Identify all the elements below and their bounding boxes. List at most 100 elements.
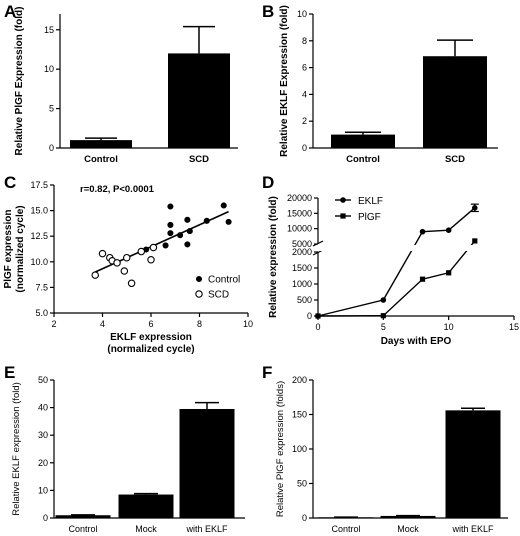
point-eklf xyxy=(380,297,387,303)
x-tick-label: Control xyxy=(68,524,97,534)
x-tick-label: 10 xyxy=(444,322,454,332)
chart-panel-e: 0 10 20 30 40 50 Relative EKLF expression (fol… xyxy=(11,375,245,534)
bar-a-0 xyxy=(70,140,132,148)
x-tick-label: 5 xyxy=(381,322,386,332)
scatter-point-control xyxy=(203,217,210,224)
y-tick-label: 15000 xyxy=(287,208,312,218)
y-axis-title-line2: (normalized cycle) xyxy=(15,205,26,292)
scatter-point-control xyxy=(162,242,169,249)
point-plgf xyxy=(419,276,426,282)
y-tick-label: 50 xyxy=(297,479,307,489)
x-tick-label: Mock xyxy=(397,524,419,534)
bar-f-2 xyxy=(445,410,501,518)
legend-label: Control xyxy=(208,275,240,286)
y-tick-label: 1000 xyxy=(292,279,312,289)
y-tick-label: 10 xyxy=(38,485,48,495)
x-tick-label: with EKLF xyxy=(451,524,494,534)
point-plgf xyxy=(315,313,321,319)
x-tick-label: 8 xyxy=(197,319,202,329)
y-tick-label: 4 xyxy=(302,89,307,99)
y-tick-label: 500 xyxy=(297,295,312,305)
scatter-point-control xyxy=(167,230,174,237)
scatter-point-control xyxy=(184,216,191,223)
x-tick-label: Control xyxy=(331,524,360,534)
bar-b-0 xyxy=(331,134,395,148)
x-tick-label: Mock xyxy=(135,524,157,534)
y-tick-label: 2 xyxy=(302,116,307,126)
x-tick-label: Control xyxy=(346,154,380,165)
y-tick-label: 8 xyxy=(302,36,307,46)
panel-label-d: D xyxy=(262,173,274,192)
chart-panel-b: 0 2 4 6 8 10 Relative EKLF Expression (fold) Co… xyxy=(279,5,498,165)
y-tick-label: 6 xyxy=(302,63,307,73)
y-tick-label: 20000 xyxy=(287,193,312,203)
chart-panel-f: 0 50 100 150 200 Relative PlGF expression (fo… xyxy=(275,375,508,534)
scatter-point-control xyxy=(167,221,174,228)
scatter-point-control xyxy=(186,228,193,235)
y-axis-title: Relative expression (fold) xyxy=(268,196,279,318)
panel-label-a: A xyxy=(4,2,16,21)
y-tick-label: 20 xyxy=(38,458,48,468)
scatter-point-control xyxy=(167,203,174,210)
x-axis-title: EKLF expression xyxy=(110,332,192,343)
chart-panel-a: 0 5 10 15 Relative PlGF Expression (fold) Con… xyxy=(14,7,238,165)
scatter-point-scd xyxy=(127,279,136,288)
legend-label: EKLF xyxy=(358,196,383,207)
y-tick-label: 10 xyxy=(297,9,307,19)
y-tick-label: 100 xyxy=(292,444,307,454)
y-tick-label: 10.0 xyxy=(30,257,48,267)
legend-marker xyxy=(195,290,203,298)
y-tick-label: 0 xyxy=(43,513,48,523)
scatter-point-control xyxy=(220,202,227,209)
scatter-point-scd xyxy=(98,249,107,258)
x-axis-title: Days with EPO xyxy=(381,336,452,347)
y-tick-label: 40 xyxy=(38,403,48,413)
bar-e-0 xyxy=(55,515,111,518)
y-tick-label: 0 xyxy=(302,143,307,153)
point-plgf xyxy=(380,313,386,319)
scatter-point-scd xyxy=(137,247,146,256)
panel-label-e: E xyxy=(4,363,15,382)
y-tick-label: 0 xyxy=(49,143,54,153)
scatter-point-scd xyxy=(123,253,131,262)
chart-panel-c: 5.0 7.5 10.0 12.5 15.0 17.5 2 4 6 8 10 r=0.82, P<0.… xyxy=(3,180,253,355)
y-tick-label: 15 xyxy=(44,25,54,35)
point-plgf xyxy=(472,238,478,244)
y-axis-title: Relative PlGF Expression (fold) xyxy=(14,7,25,156)
legend-label: SCD xyxy=(208,290,229,301)
x-tick-label: Control xyxy=(84,154,118,165)
y-axis-title: Relative EKLF Expression (fold) xyxy=(279,5,290,157)
legend-marker xyxy=(340,213,346,219)
x-tick-label: 10 xyxy=(243,319,253,329)
y-tick-label: 0 xyxy=(302,513,307,523)
x-tick-label: 2 xyxy=(51,319,56,329)
legend-label: PlGF xyxy=(358,212,381,223)
y-tick-label: 5000 xyxy=(292,239,312,249)
bar-e-1 xyxy=(118,494,174,518)
legend-marker xyxy=(195,275,203,283)
panel-label-f: F xyxy=(262,363,272,382)
axis-break-gap xyxy=(319,245,515,251)
y-tick-label: 12.5 xyxy=(30,231,48,241)
y-tick-label: 5.0 xyxy=(35,308,48,318)
scatter-point-control xyxy=(177,232,184,239)
y-axis-title: Relative PlGF expression (folds) xyxy=(275,381,286,517)
x-tick-label: 4 xyxy=(100,319,105,329)
bar-b-1 xyxy=(423,56,487,148)
correlation-annotation: r=0.82, P<0.0001 xyxy=(80,184,155,195)
point-eklf xyxy=(472,205,478,211)
x-tick-label: 6 xyxy=(148,319,153,329)
y-tick-label: 17.5 xyxy=(30,180,48,190)
x-tick-label: SCD xyxy=(445,154,465,165)
y-tick-label: 10000 xyxy=(287,224,312,234)
y-tick-label: 0 xyxy=(307,311,312,321)
point-eklf xyxy=(445,227,452,233)
y-tick-label: 30 xyxy=(38,430,48,440)
scatter-point-scd xyxy=(113,259,121,267)
x-tick-label: 15 xyxy=(509,322,519,332)
y-axis-title: Relative EKLF expression (fold) xyxy=(11,382,22,516)
point-plgf xyxy=(446,270,452,276)
y-axis-title: PlGF expression xyxy=(3,210,14,289)
